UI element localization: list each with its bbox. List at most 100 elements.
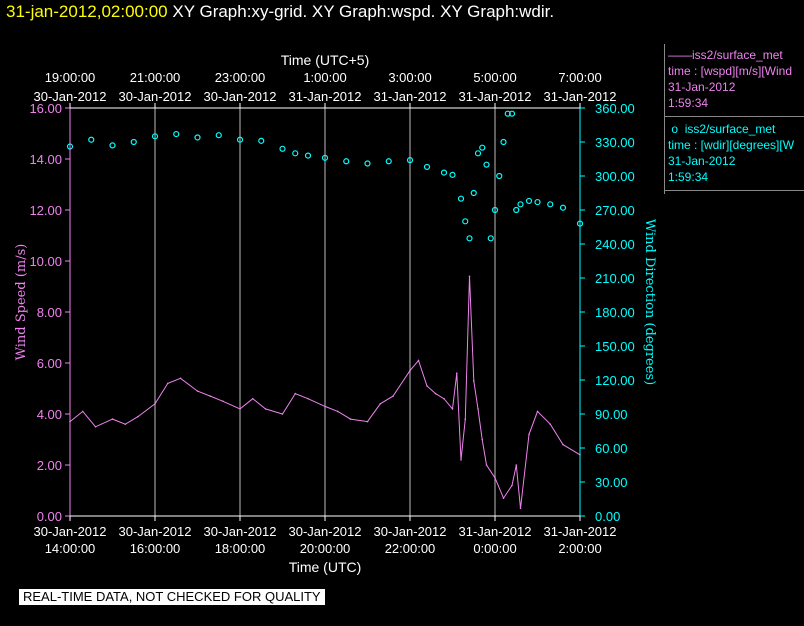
left-tick-label: 0.00 (37, 509, 62, 524)
top-tick-date: 31-Jan-2012 (544, 89, 617, 104)
legend-wdir-name: iss2/surface_met (684, 122, 776, 136)
wind-speed-point (124, 423, 127, 426)
bottom-tick-time: 0:00:00 (473, 541, 516, 556)
legend-wdir-date: 31-Jan-2012 (668, 154, 736, 168)
legend-wspd-name: iss2/surface_met (692, 48, 783, 62)
bottom-tick-time: 18:00:00 (215, 541, 266, 556)
wind-direction-point (513, 206, 520, 214)
wind-direction-point (534, 198, 541, 206)
top-axis-title: Time (UTC+5) (281, 52, 370, 68)
wind-direction-point (109, 142, 116, 149)
wind-speed-point (468, 275, 471, 278)
right-tick-label: 180.00 (595, 305, 635, 320)
wind-direction-point (406, 157, 414, 164)
wind-speed-point (137, 415, 139, 418)
wind-direction-point (504, 110, 511, 117)
wind-direction-point (88, 136, 95, 143)
bottom-tick-date: 30-Jan-2012 (289, 524, 362, 539)
wind-direction-point (173, 130, 180, 138)
top-tick-time: 1:00:00 (303, 70, 346, 85)
left-tick-label: 14.00 (29, 152, 62, 167)
wind-direction-point (462, 218, 469, 225)
wind-speed-point (349, 418, 352, 420)
wind-speed-point (379, 403, 382, 405)
bottom-tick-date: 30-Jan-2012 (119, 524, 192, 539)
wind-speed-point (528, 433, 530, 436)
bottom-tick-date: 30-Jan-2012 (374, 524, 447, 539)
wind-direction-point (130, 138, 137, 146)
wind-speed-point (494, 476, 496, 479)
right-tick-label: 330.00 (595, 135, 635, 150)
bottom-tick-date: 31-Jan-2012 (459, 524, 532, 539)
wind-speed-point (111, 418, 114, 420)
wind-speed-point (511, 484, 513, 487)
wind-direction-point (292, 150, 299, 157)
wind-speed-point (562, 443, 564, 446)
bottom-tick-time: 16:00:00 (130, 541, 181, 556)
top-tick-date: 30-Jan-2012 (34, 89, 107, 104)
bottom-tick-date: 30-Jan-2012 (34, 524, 107, 539)
left-tick-label: 16.00 (29, 101, 62, 116)
wind-direction-point (215, 132, 222, 139)
legend-wdir[interactable]: o iss2/surface_met time : [wdir][degrees… (668, 121, 794, 185)
right-tick-label: 0.00 (595, 509, 620, 524)
legend-border (664, 44, 665, 194)
legend-wspd[interactable]: ——iss2/surface_met time : [wspd][m/s][Wi… (668, 47, 792, 111)
wind-direction-point (517, 201, 524, 208)
legend-wspd-desc: time : [wspd][m/s][Wind (668, 64, 793, 78)
top-tick-date: 30-Jan-2012 (204, 89, 277, 104)
wind-speed-point (485, 464, 488, 466)
wind-speed-point (417, 359, 420, 362)
top-tick-time: 3:00:00 (388, 70, 431, 85)
wind-speed-point (519, 507, 522, 510)
legend-wdir-desc: time : [wdir][degrees][W (668, 138, 795, 152)
bottom-tick-time: 22:00:00 (385, 541, 436, 556)
right-tick-label: 30.00 (595, 475, 628, 490)
legend-wspd-date: 31-Jan-2012 (668, 80, 736, 94)
wind-speed-point (455, 372, 458, 375)
wind-speed-point (239, 408, 241, 410)
wind-direction-point (440, 169, 448, 176)
wind-speed-point (409, 369, 411, 372)
legend-circle-icon: o (668, 122, 685, 136)
top-tick-date: 31-Jan-2012 (289, 89, 362, 104)
wind-direction-point (559, 204, 567, 211)
left-axis-title: Wind Speed (m/s) (14, 244, 29, 361)
top-tick-date: 31-Jan-2012 (374, 89, 447, 104)
legend-line-icon: —— (668, 48, 692, 62)
wind-direction-point (343, 158, 350, 165)
wind-speed-point (251, 397, 254, 400)
wind-direction-point (304, 152, 312, 159)
wind-direction-point (470, 189, 477, 197)
bottom-tick-time: 2:00:00 (558, 541, 601, 556)
wind-direction-point (236, 136, 244, 143)
right-tick-label: 150.00 (595, 339, 635, 354)
wind-speed-point (426, 385, 428, 387)
wind-speed-point (222, 400, 224, 403)
wind-speed-point (443, 397, 445, 400)
wind-direction-point (525, 197, 533, 205)
legend-divider (664, 116, 804, 117)
wind-speed-point (81, 410, 84, 413)
wind-direction-point (500, 138, 507, 146)
wind-speed-point (336, 410, 339, 413)
grid-lines (154, 108, 496, 516)
bottom-tick-date: 30-Jan-2012 (204, 524, 277, 539)
left-tick-label: 6.00 (37, 356, 62, 371)
wind-direction-point (423, 163, 431, 171)
wind-direction-point (385, 158, 392, 165)
right-tick-label: 360.00 (595, 101, 635, 116)
wind-direction-point (479, 144, 486, 151)
wind-direction-point (483, 161, 490, 168)
top-tick-time: 5:00:00 (473, 70, 516, 85)
right-tick-label: 240.00 (595, 237, 635, 252)
wind-direction-point (457, 195, 465, 202)
wind-direction-point (474, 150, 482, 157)
quality-notice: REAL-TIME DATA, NOT CHECKED FOR QUALITY (19, 589, 325, 605)
wind-direction-point (194, 134, 201, 141)
right-tick-label: 120.00 (595, 373, 635, 388)
wind-speed-point (94, 425, 97, 428)
wind-speed-point (549, 423, 552, 426)
bottom-tick-time: 14:00:00 (45, 541, 96, 556)
